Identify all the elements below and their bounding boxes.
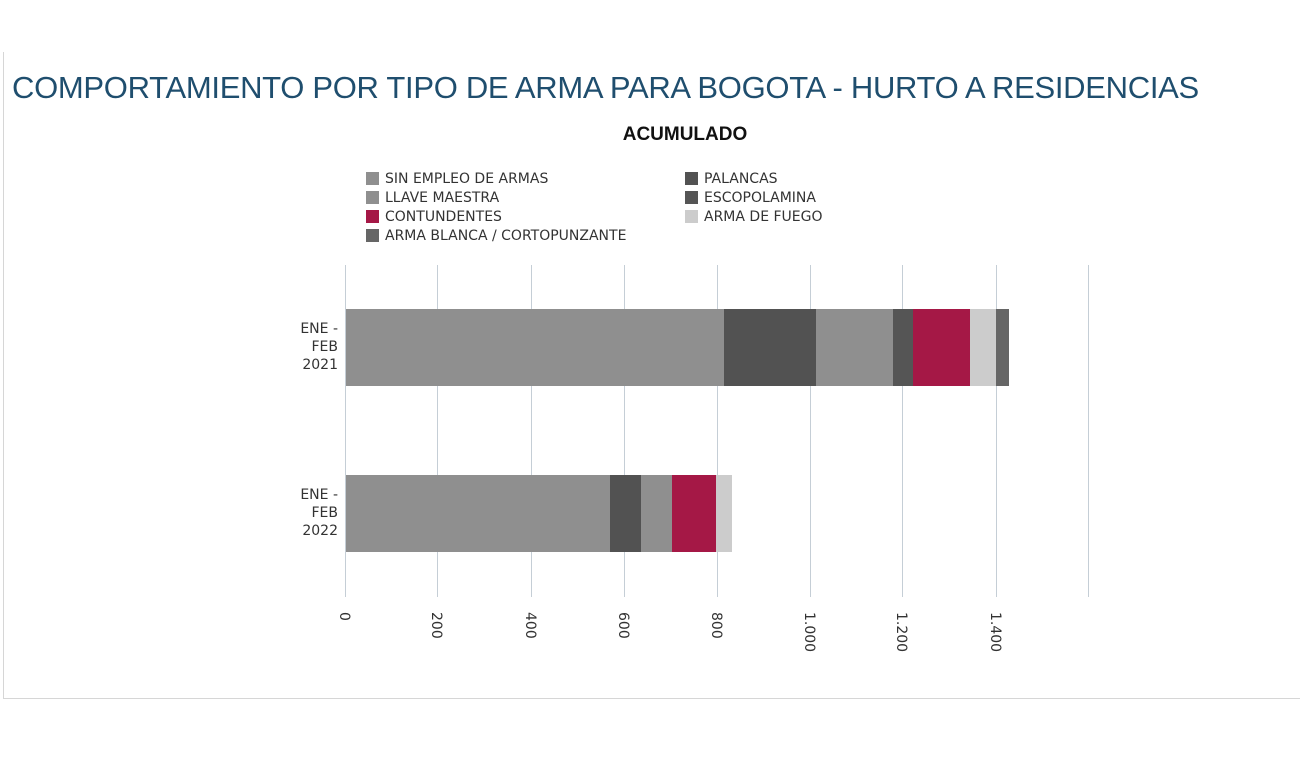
x-tick: 200 bbox=[428, 612, 444, 639]
gridline bbox=[996, 265, 997, 597]
bar-segment[interactable] bbox=[893, 309, 913, 386]
x-tick: 800 bbox=[708, 612, 724, 639]
legend-label: ARMA BLANCA / CORTOPUNZANTE bbox=[385, 228, 627, 244]
x-tick: 1.000 bbox=[801, 612, 817, 653]
bar-segment[interactable] bbox=[346, 475, 610, 552]
bar-segment[interactable] bbox=[912, 309, 971, 386]
gridline bbox=[531, 265, 532, 597]
x-tick: 1.400 bbox=[987, 612, 1003, 653]
legend-item-arma-de-fuego[interactable]: ARMA DE FUEGO bbox=[685, 208, 823, 226]
bar-segment[interactable] bbox=[996, 309, 1010, 386]
legend-swatch bbox=[685, 210, 698, 223]
bar-segment[interactable] bbox=[346, 309, 724, 386]
bar-2022[interactable] bbox=[346, 475, 732, 552]
legend-label: SIN EMPLEO DE ARMAS bbox=[385, 171, 549, 187]
legend-label: ESCOPOLAMINA bbox=[704, 190, 816, 206]
chart-subtitle: ACUMULADO bbox=[622, 124, 748, 145]
bar-segment[interactable] bbox=[716, 475, 732, 552]
x-tick: 600 bbox=[615, 612, 631, 639]
bar-segment[interactable] bbox=[724, 309, 816, 386]
legend-label: CONTUNDENTES bbox=[385, 209, 502, 225]
legend-item-arma-blanca[interactable]: ARMA BLANCA / CORTOPUNZANTE bbox=[366, 227, 626, 245]
gridline bbox=[810, 265, 811, 597]
category-label-2022: ENE - FEB 2022 bbox=[300, 487, 338, 539]
legend-item-palancas[interactable]: PALANCAS bbox=[685, 170, 778, 188]
legend-item-contundentes[interactable]: CONTUNDENTES bbox=[366, 208, 502, 226]
legend-swatch bbox=[366, 172, 379, 185]
legend-label: ARMA DE FUEGO bbox=[704, 209, 823, 225]
gridline bbox=[624, 265, 625, 597]
legend-label: PALANCAS bbox=[704, 171, 778, 187]
chart-panel bbox=[3, 52, 1300, 699]
category-label-2021: ENE - FEB 2021 bbox=[300, 321, 338, 373]
legend-swatch bbox=[366, 229, 379, 242]
legend-item-sin-empleo[interactable]: SIN EMPLEO DE ARMAS bbox=[366, 170, 548, 188]
bar-segment[interactable] bbox=[671, 475, 717, 552]
x-tick: 1.200 bbox=[893, 612, 909, 653]
bar-2021[interactable] bbox=[346, 309, 1010, 386]
legend-item-escopolamina[interactable]: ESCOPOLAMINA bbox=[685, 189, 816, 207]
legend-label: LLAVE MAESTRA bbox=[385, 190, 500, 206]
chart-title: COMPORTAMIENTO POR TIPO DE ARMA PARA BOG… bbox=[12, 70, 1199, 105]
gridline bbox=[902, 265, 903, 597]
gridline bbox=[345, 265, 346, 597]
gridline bbox=[1088, 265, 1089, 597]
legend-swatch bbox=[366, 210, 379, 223]
legend-swatch bbox=[685, 191, 698, 204]
x-tick: 400 bbox=[522, 612, 538, 639]
legend-swatch bbox=[366, 191, 379, 204]
legend-swatch bbox=[685, 172, 698, 185]
bar-segment[interactable] bbox=[609, 475, 641, 552]
gridline bbox=[717, 265, 718, 597]
gridline bbox=[437, 265, 438, 597]
bar-segment[interactable] bbox=[815, 309, 894, 386]
bar-segment[interactable] bbox=[640, 475, 672, 552]
x-tick: 0 bbox=[336, 612, 352, 621]
bar-segment[interactable] bbox=[970, 309, 997, 386]
legend-item-llave-maestra[interactable]: LLAVE MAESTRA bbox=[366, 189, 499, 207]
